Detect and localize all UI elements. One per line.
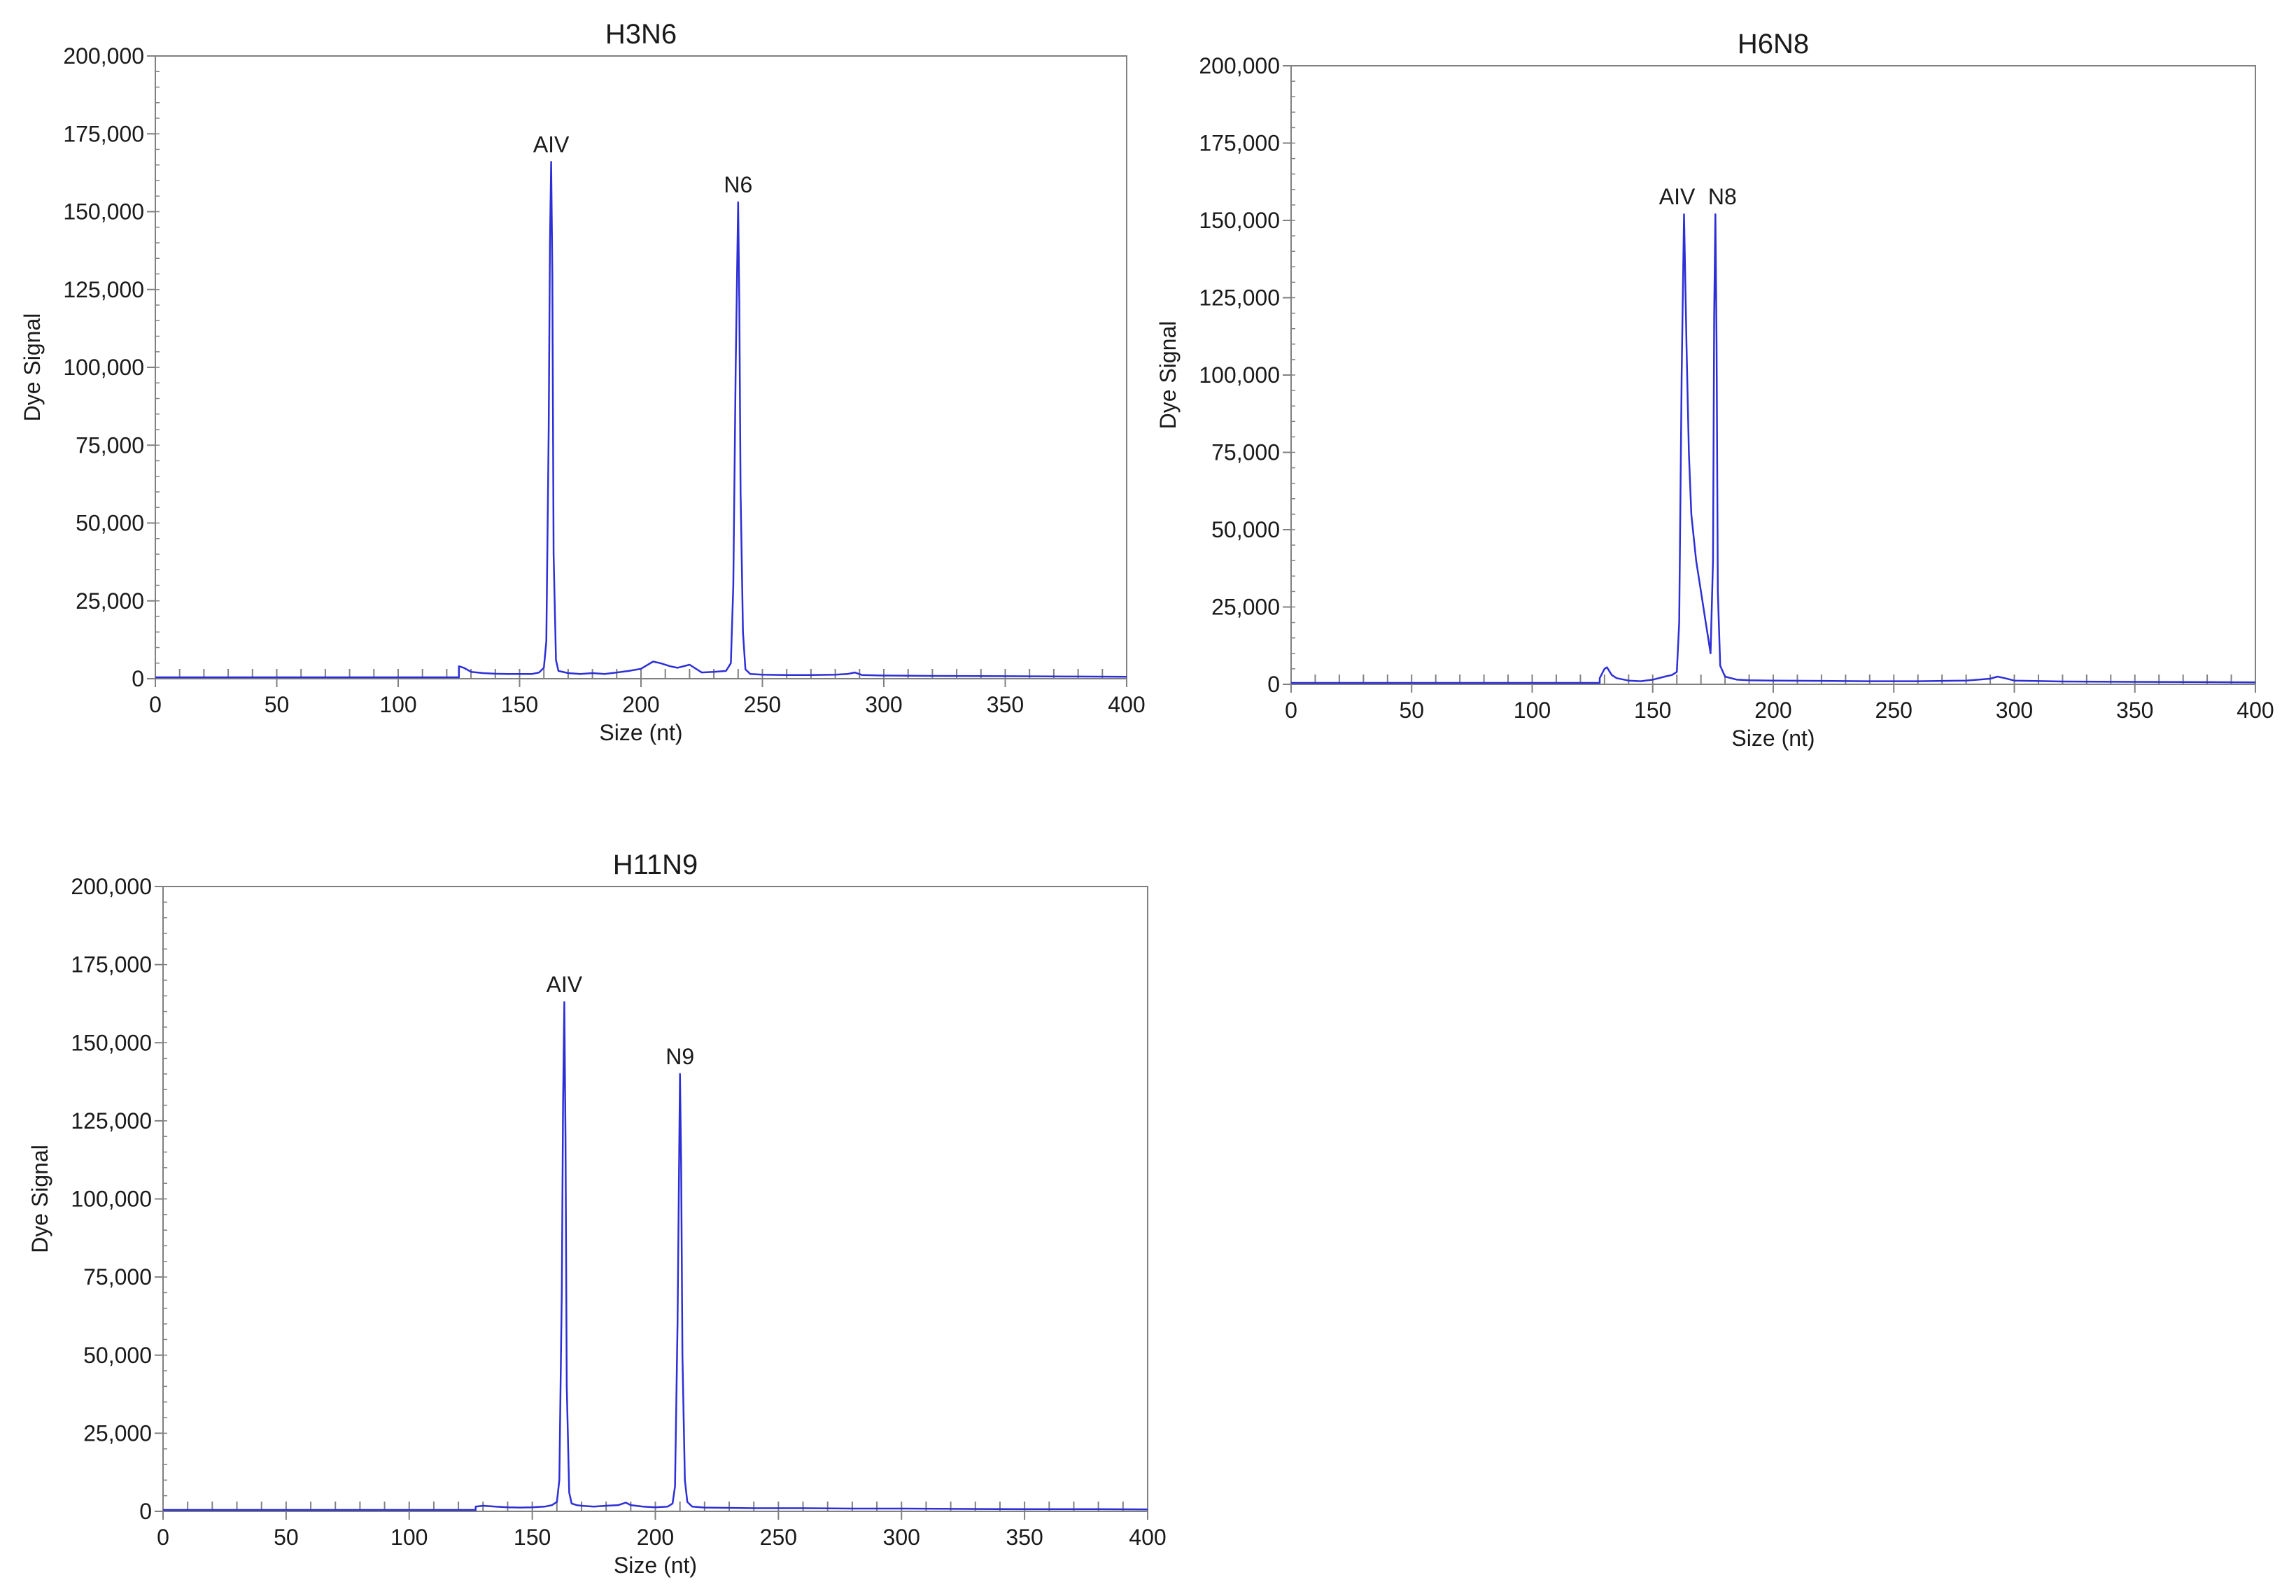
y-axis-label: Dye Signal (1155, 321, 1181, 430)
signal-trace (163, 1001, 1148, 1511)
x-tick-label: 350 (2116, 698, 2153, 723)
plot-frame (162, 886, 1148, 1512)
x-axis-label: Size (nt) (614, 1553, 697, 1578)
x-tick-label: 100 (379, 692, 416, 717)
y-tick-label: 150,000 (63, 199, 144, 225)
y-tick-label: 150,000 (1199, 208, 1280, 233)
peak-label: N8 (1708, 184, 1737, 209)
x-tick-label: 400 (2237, 698, 2274, 723)
y-tick-label: 25,000 (1211, 595, 1280, 620)
y-tick-label: 50,000 (83, 1343, 152, 1368)
y-tick-label: 100,000 (63, 355, 144, 380)
y-axis-label: Dye Signal (20, 313, 45, 422)
x-tick-label: 400 (1129, 1525, 1166, 1550)
y-tick-label: 50,000 (76, 511, 144, 536)
y-tick-label: 200,000 (63, 43, 144, 69)
chart-title: H3N6 (605, 19, 677, 50)
y-tick-label: 200,000 (71, 874, 152, 899)
peak-label: AIV (1659, 184, 1696, 209)
x-tick-label: 250 (1875, 698, 1913, 723)
x-tick-label: 400 (1108, 692, 1145, 717)
chart-title: H6N8 (1738, 29, 1809, 59)
x-tick-label: 300 (883, 1525, 920, 1550)
y-tick-label: 0 (132, 666, 144, 691)
y-tick-label: 25,000 (76, 588, 144, 614)
x-tick-label: 150 (1634, 698, 1671, 723)
y-tick-label: 100,000 (71, 1187, 152, 1212)
x-tick-label: 50 (1399, 698, 1424, 723)
x-tick-label: 150 (501, 692, 538, 717)
y-tick-label: 175,000 (1199, 131, 1280, 156)
plot-frame (155, 55, 1127, 679)
y-tick-label: 0 (139, 1499, 152, 1524)
y-tick-label: 0 (1267, 672, 1280, 697)
signal-trace (155, 161, 1127, 679)
y-tick-label: 100,000 (1199, 362, 1280, 388)
signal-trace (1291, 213, 2256, 684)
x-tick-label: 150 (514, 1525, 551, 1550)
x-tick-label: 200 (622, 692, 659, 717)
x-axis-label: Size (nt) (599, 720, 682, 745)
x-tick-label: 50 (274, 1525, 299, 1550)
x-tick-label: 200 (1754, 698, 1791, 723)
plot-frame (1290, 65, 2256, 685)
x-tick-label: 0 (157, 1525, 169, 1550)
y-tick-label: 25,000 (83, 1420, 152, 1446)
x-tick-label: 350 (1006, 1525, 1043, 1550)
peak-label: AIV (533, 132, 570, 157)
x-tick-label: 350 (987, 692, 1024, 717)
x-tick-label: 250 (760, 1525, 797, 1550)
y-tick-label: 125,000 (1199, 285, 1280, 311)
y-tick-label: 50,000 (1211, 517, 1280, 542)
x-tick-label: 0 (149, 692, 162, 717)
y-tick-label: 125,000 (63, 277, 144, 302)
chart-panel-1: H6N8 0 50 100 150 200 250 300 350 400 0 25,000 50,00… (1155, 29, 2274, 751)
y-tick-label: 175,000 (63, 121, 144, 146)
peak-label: AIV (547, 972, 583, 997)
chart-title: H11N9 (613, 849, 698, 880)
x-tick-label: 100 (1514, 698, 1551, 723)
x-tick-label: 250 (744, 692, 781, 717)
x-tick-label: 300 (1996, 698, 2033, 723)
x-tick-label: 300 (865, 692, 902, 717)
y-tick-label: 125,000 (71, 1108, 152, 1134)
chart-panel-0: H3N6 0 50 100 150 200 250 300 350 400 0 25,000 50,00… (20, 19, 1146, 745)
y-tick-label: 75,000 (76, 432, 144, 458)
y-tick-label: 75,000 (83, 1264, 152, 1290)
peak-label: N6 (724, 172, 752, 197)
y-axis-label: Dye Signal (27, 1145, 52, 1253)
y-tick-label: 200,000 (1199, 53, 1280, 78)
x-tick-label: 100 (390, 1525, 428, 1550)
peak-label: N9 (665, 1044, 694, 1069)
x-axis-label: Size (nt) (1731, 726, 1815, 751)
chart-panel-2: H11N9 0 50 100 150 200 250 300 350 400 0 25,000 50,0… (27, 849, 1167, 1578)
x-tick-label: 0 (1285, 698, 1297, 723)
x-tick-label: 200 (637, 1525, 674, 1550)
y-tick-label: 175,000 (71, 952, 152, 977)
x-tick-label: 50 (265, 692, 290, 717)
y-tick-label: 75,000 (1211, 440, 1280, 465)
y-tick-label: 150,000 (71, 1030, 152, 1055)
